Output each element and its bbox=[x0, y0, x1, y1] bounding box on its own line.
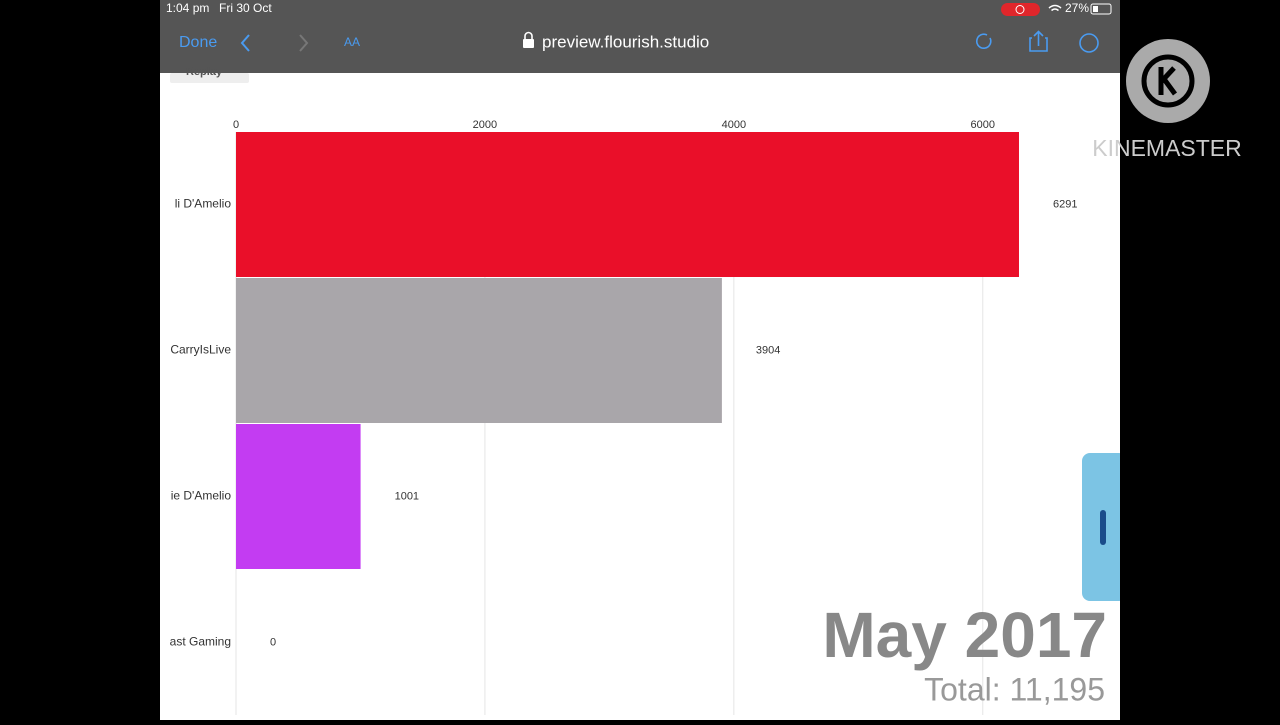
lock-shackle bbox=[524, 31, 533, 39]
wifi-icon bbox=[1048, 4, 1062, 12]
y-tick-label: ast Gaming bbox=[170, 635, 231, 649]
lock-icon bbox=[523, 39, 534, 48]
battery-icon bbox=[1090, 3, 1112, 15]
watermark-text: KINEMASTER bbox=[1092, 135, 1242, 161]
back-button[interactable] bbox=[240, 34, 250, 52]
watermark-k bbox=[1158, 66, 1178, 96]
browser-bar bbox=[160, 0, 1120, 73]
value-label: 0 bbox=[270, 636, 276, 648]
side-handle-grip bbox=[1100, 510, 1106, 545]
x-tick-label: 0 bbox=[233, 119, 239, 131]
x-tick-label: 4000 bbox=[722, 119, 746, 131]
share-button[interactable] bbox=[1029, 30, 1048, 52]
period-label: May 2017 bbox=[822, 599, 1107, 671]
reload-button[interactable] bbox=[976, 33, 992, 49]
status-date: Fri 30 Oct bbox=[219, 1, 272, 15]
value-label: 1001 bbox=[395, 490, 419, 502]
value-label: 6291 bbox=[1053, 198, 1077, 210]
total-label: Total: 11,195 bbox=[924, 671, 1105, 707]
battery-level bbox=[1093, 6, 1098, 12]
x-tick-label: 6000 bbox=[971, 119, 995, 131]
chart: 0 2000 4000 6000 li D'Amelio 6291 CarryIsLive 3… bbox=[170, 119, 1077, 715]
forward-button[interactable] bbox=[299, 34, 309, 52]
bar bbox=[236, 132, 1019, 277]
status-time: 1:04 pm bbox=[166, 1, 209, 15]
y-tick-label: CarryIsLive bbox=[170, 343, 231, 357]
record-indicator bbox=[1001, 3, 1040, 16]
y-tick-label: ie D'Amelio bbox=[171, 489, 232, 503]
watermark-ring bbox=[1141, 54, 1195, 108]
text-size-button[interactable]: AA bbox=[344, 35, 360, 49]
right-margin bbox=[1120, 0, 1280, 720]
value-label: 3904 bbox=[756, 344, 780, 356]
bar bbox=[236, 278, 722, 423]
x-tick-label: 2000 bbox=[473, 119, 497, 131]
replay-label[interactable]: Replay bbox=[186, 66, 223, 78]
bar bbox=[236, 424, 361, 569]
record-icon bbox=[1015, 5, 1025, 14]
url[interactable]: preview.flourish.studio bbox=[542, 32, 709, 51]
battery-percent: 27% bbox=[1065, 1, 1089, 15]
bookmarks-button[interactable] bbox=[1079, 33, 1099, 53]
y-tick-label: li D'Amelio bbox=[175, 197, 232, 211]
done-button[interactable]: Done bbox=[179, 34, 217, 51]
replay-button[interactable] bbox=[170, 73, 249, 83]
